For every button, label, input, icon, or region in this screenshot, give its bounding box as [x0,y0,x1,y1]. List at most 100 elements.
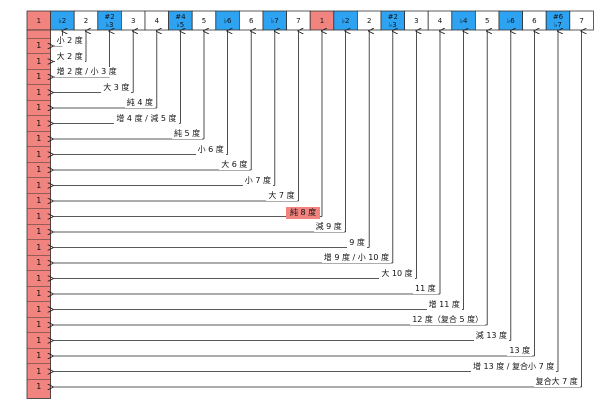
note-name: ♭3 [388,20,397,29]
note-name: #4 [175,12,186,21]
root-note: 1 [36,165,42,174]
root-note: 1 [36,227,42,236]
note-name: 7 [579,16,584,25]
interval-name: 純 5 度 [172,129,203,139]
root-note: 1 [36,149,42,159]
note-cell: ♭6 [216,11,240,30]
note-name: ♭3 [105,20,114,29]
note-cell: 3 [121,11,145,30]
note-cell: 1 [310,11,334,30]
note-cell: 7 [287,11,311,30]
root-note: 1 [36,382,42,391]
root-note: 1 [36,87,42,97]
root-note: 1 [36,289,42,298]
root-note: 1 [36,320,42,329]
note-cell: #6 ♭7 [546,11,570,30]
interval-name: 大 7 度 [266,191,297,201]
interval-name: 复合大 7 度 [533,377,580,387]
note-name: 3 [414,16,419,25]
interval-name: 大 10 度 [379,268,415,279]
note-name: 6 [532,16,537,25]
interval-name: 9 度 [347,237,367,248]
note-name: 5 [201,16,207,25]
root-note: 1 [36,134,42,143]
root-note: 1 [36,72,42,81]
note-name: 2 [366,16,372,25]
note-cell: 2 [74,11,98,30]
note-cell: 1 [27,11,51,30]
note-cell: 7 [570,11,594,30]
root-note: 1 [36,351,42,360]
note-name: ♭6 [223,16,232,25]
root-note: 1 [36,211,42,221]
note-cell: 5 [192,11,216,30]
interval-name: 純 4 度 [124,98,155,108]
root-note: 1 [36,366,42,376]
interval-name: 增 4 度 / 減 5 度 [114,113,179,124]
note-cell: ♭4 [452,11,476,30]
note-cell: 4 [145,11,169,30]
interval-name: 增 2 度 / 小 3 度 [54,67,119,77]
root-note: 1 [36,118,42,128]
note-name: 6 [248,16,254,25]
interval-name: 12 度（复合 5 度） [410,315,486,325]
note-name: ♭4 [459,16,468,25]
note-name: #6 [552,12,564,21]
note-cell: 4 [428,11,452,30]
note-name: #2 [104,12,115,21]
note-name: ♭5 [176,20,185,29]
note-name: 1 [36,16,42,25]
interval-name: 大 6 度 [219,160,250,170]
note-cell: 3 [405,11,429,30]
note-cell: ♭6 [499,11,523,30]
interval-name: 小 7 度 [242,175,273,186]
note-name: 1 [319,16,325,25]
note-name: ♭7 [270,16,279,25]
interval-name: 大 3 度 [101,82,132,93]
interval-name: 大 2 度 [54,51,85,62]
root-note: 1 [36,56,42,66]
interval-name: 減 13 度 [473,330,510,341]
interval-name: 11 度 [413,284,438,294]
note-name: 7 [296,16,301,25]
note-name: 2 [83,16,89,25]
interval-name: 增 9 度 / 小 10 度 [321,253,392,263]
interval-name: 減 9 度 [313,222,344,232]
interval-name: 13 度 [507,346,533,356]
note-name: ♭2 [341,16,350,25]
note-cell: ♭7 [263,11,287,30]
note-cell: ♭2 [334,11,358,30]
note-cell: #2 ♭3 [98,11,122,30]
note-name: #2 [387,12,398,21]
note-cell: 6 [239,11,263,30]
root-note: 1 [36,242,42,252]
root-note: 1 [36,273,42,283]
note-name: 3 [130,16,136,25]
interval-name: 純 8 度 [286,206,321,219]
interval-name: 增 13 度 / 复合小 7 度 [471,361,557,372]
note-name: ♭6 [506,16,515,25]
note-cell: #2 ♭3 [381,11,405,30]
interval-name: 增 11 度 [426,299,462,310]
root-note: 1 [36,103,42,112]
note-name: 5 [484,16,490,25]
note-cell: 5 [475,11,499,30]
note-cell: #4 ♭5 [169,11,193,30]
root-note: 1 [36,41,42,50]
note-name: 4 [437,16,443,25]
root-note: 1 [36,335,42,345]
note-cell: ♭2 [51,11,75,30]
note-name: ♭7 [554,20,562,29]
root-note: 1 [36,258,42,267]
interval-name: 小 2 度 [54,36,85,46]
root-note: 1 [36,304,42,314]
interval-name: 小 6 度 [195,144,226,155]
note-cell: 2 [357,11,381,30]
root-note: 1 [36,196,42,205]
root-note: 1 [36,180,42,190]
note-name: ♭2 [58,16,67,25]
note-cell: 6 [523,11,547,30]
note-name: 4 [154,16,160,25]
